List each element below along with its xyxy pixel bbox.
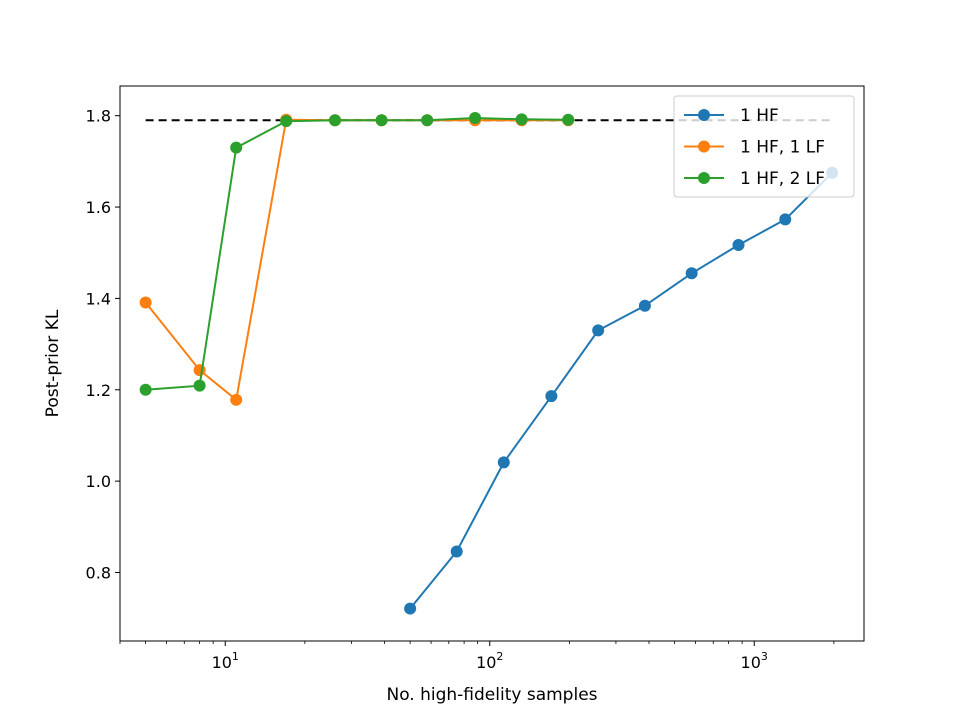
legend-marker <box>698 109 710 121</box>
series-line <box>145 116 569 391</box>
plot-frame <box>119 85 865 642</box>
data-point <box>230 393 243 406</box>
data-point <box>469 111 482 124</box>
series-group <box>139 111 575 396</box>
data-point <box>545 390 558 403</box>
y-tick-label: 1.0 <box>86 472 111 491</box>
data-point <box>450 545 463 558</box>
data-point <box>280 115 293 128</box>
data-point <box>562 113 575 126</box>
x-tick-label: 102 <box>476 650 503 672</box>
data-point <box>421 114 434 127</box>
data-point <box>329 114 342 127</box>
data-point <box>497 456 510 469</box>
data-point <box>732 238 745 251</box>
y-tick-label: 1.4 <box>86 289 111 308</box>
data-point <box>139 296 152 309</box>
x-tick-label-exponent: 3 <box>761 650 768 663</box>
x-tick-label-base: 10 <box>741 653 761 672</box>
legend-marker <box>698 172 710 184</box>
data-point <box>515 113 528 126</box>
data-point <box>139 383 152 396</box>
data-point <box>193 379 206 392</box>
legend-box <box>673 95 855 198</box>
x-tick-label: 103 <box>741 650 768 672</box>
data-point <box>638 299 651 312</box>
x-tick-label: 101 <box>212 650 239 672</box>
y-axis-label: Post-prior KL <box>43 309 63 417</box>
data-point <box>375 114 388 127</box>
series-layer <box>139 111 839 615</box>
legend-label: 1 HF, 2 LF <box>740 169 825 189</box>
x-axis-label: No. high-fidelity samples <box>386 685 597 705</box>
y-tick-label: 1.2 <box>86 381 111 400</box>
legend-label: 1 HF, 1 LF <box>740 138 825 158</box>
data-point <box>404 602 417 615</box>
data-point <box>230 141 243 154</box>
y-tick-label: 1.8 <box>86 107 111 126</box>
y-tick-label: 0.8 <box>86 563 111 582</box>
y-tick-label: 1.6 <box>86 198 111 217</box>
x-tick-label-exponent: 1 <box>232 650 239 663</box>
legend-marker <box>698 140 710 153</box>
data-point <box>685 267 698 280</box>
legend-label: 1 HF <box>740 106 779 126</box>
series-line <box>409 172 833 610</box>
x-tick-label-base: 10 <box>476 653 496 672</box>
data-point <box>592 324 605 337</box>
legend: 1 HF 1 HF, 1 LF 1 HF, 2 LF <box>673 95 855 198</box>
x-tick-label-base: 10 <box>212 653 232 672</box>
x-tick-label-exponent: 2 <box>496 650 503 663</box>
data-point <box>779 213 792 226</box>
data-point <box>193 364 206 377</box>
